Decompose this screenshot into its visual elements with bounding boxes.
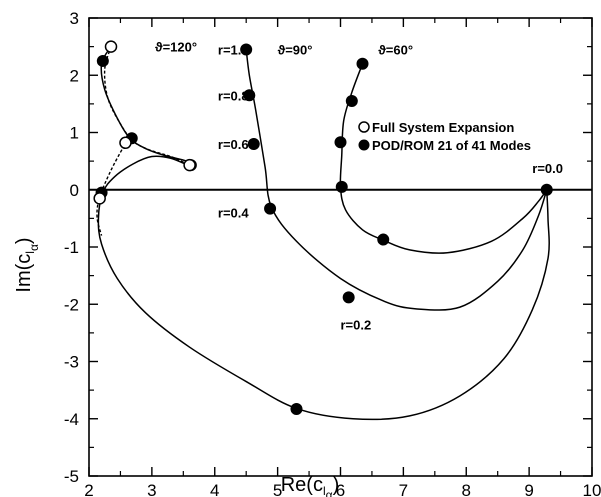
annotation-label: r=0.8 bbox=[218, 88, 249, 103]
legend-label-pod-rom: POD/ROM 21 of 41 Modes bbox=[372, 138, 531, 153]
x-axis-label-subsub: α bbox=[326, 488, 333, 497]
full-system-dashed-lines bbox=[96, 46, 190, 236]
full-system-point bbox=[93, 192, 106, 205]
y-tick-label: -2 bbox=[64, 295, 79, 314]
annotation-label: r=0.6 bbox=[218, 137, 249, 152]
y-axis-label-close: ) bbox=[13, 237, 35, 244]
full-system-point bbox=[119, 136, 132, 150]
pod-rom-point bbox=[342, 291, 355, 304]
pod-rom-point bbox=[334, 136, 347, 149]
series-lines bbox=[97, 46, 550, 421]
y-tick-label: 1 bbox=[70, 124, 79, 143]
y-axis-label-sub: l bbox=[23, 251, 37, 254]
series-line bbox=[97, 46, 550, 421]
annotation-label: r=0.4 bbox=[218, 206, 249, 221]
x-tick-label: 6 bbox=[336, 481, 345, 497]
x-tick-label: 10 bbox=[583, 481, 601, 497]
annotation-label: r=0.2 bbox=[341, 317, 372, 332]
full-system-dashed-line bbox=[103, 46, 190, 166]
pod-rom-point bbox=[240, 43, 253, 56]
x-tick-label: 9 bbox=[524, 481, 533, 497]
x-axis-label-close: ) bbox=[333, 474, 340, 496]
annotation-label: ϑ=120° bbox=[155, 40, 197, 55]
x-tick-label: 4 bbox=[210, 481, 219, 497]
legend-marker-filled-circle bbox=[358, 139, 370, 151]
pod-rom-point bbox=[345, 95, 358, 108]
legend-box bbox=[359, 115, 549, 155]
y-tick-label: -5 bbox=[64, 467, 79, 486]
y-tick-label: -3 bbox=[64, 353, 79, 372]
series-line bbox=[339, 63, 548, 254]
x-tick-label: 2 bbox=[84, 481, 93, 497]
annotation-label: ϑ=90° bbox=[278, 42, 313, 57]
annotations: ϑ=120° r=1.0 ϑ=90° ϑ=60° r=0.8 r=0.6 r=0.4 r=0.… bbox=[155, 40, 563, 333]
pod-rom-point bbox=[335, 180, 348, 193]
pod-rom-point bbox=[243, 89, 256, 102]
pod-rom-point bbox=[96, 54, 109, 67]
y-tick-label: -4 bbox=[64, 410, 79, 429]
pod-rom-point bbox=[377, 233, 390, 246]
x-tick-label: 8 bbox=[462, 481, 471, 497]
axes-frame bbox=[88, 17, 593, 477]
pod-rom-point bbox=[356, 57, 369, 70]
x-tick-label: 3 bbox=[147, 481, 156, 497]
y-tick-label: 0 bbox=[70, 181, 79, 200]
x-axis-label-sub: l bbox=[323, 484, 326, 497]
y-axis-label-subsub: α bbox=[27, 244, 41, 251]
y-axis-label-main: Im(c bbox=[13, 254, 35, 293]
tick-marks bbox=[88, 17, 593, 477]
x-tick-label: 7 bbox=[399, 481, 408, 497]
x-axis-label-main: Re(c bbox=[281, 474, 323, 496]
pod-rom-point bbox=[247, 137, 260, 150]
y-tick-label: 3 bbox=[70, 9, 79, 28]
legend-marker-open-circle bbox=[358, 121, 370, 133]
y-tick-labels: -5 -4 -3 -2 -1 0 1 2 3 bbox=[64, 9, 79, 486]
y-tick-label: -1 bbox=[64, 238, 79, 257]
legend-label-full-system: Full System Expansion bbox=[372, 120, 514, 135]
y-tick-label: 2 bbox=[70, 66, 79, 85]
series-line bbox=[245, 49, 548, 311]
legend: Full System Expansion POD/ROM 21 of 41 M… bbox=[358, 115, 549, 155]
pod-rom-point bbox=[540, 183, 553, 196]
annotation-label: ϑ=60° bbox=[378, 42, 413, 57]
annotation-label: r=0.0 bbox=[532, 161, 563, 176]
data-points bbox=[93, 40, 553, 416]
annotation-label: r=1.0 bbox=[218, 42, 249, 57]
x-axis-label: Re(clα) bbox=[281, 474, 340, 497]
y-axis-label: Im(clα) bbox=[13, 237, 41, 292]
pod-rom-point bbox=[264, 202, 277, 215]
x-tick-labels: 2 3 4 5 6 7 8 9 10 bbox=[84, 481, 601, 497]
full-system-point bbox=[104, 40, 118, 53]
plot-frame bbox=[88, 17, 593, 477]
pod-rom-point bbox=[290, 403, 303, 416]
full-system-point bbox=[183, 158, 196, 172]
x-tick-label: 5 bbox=[273, 481, 282, 497]
